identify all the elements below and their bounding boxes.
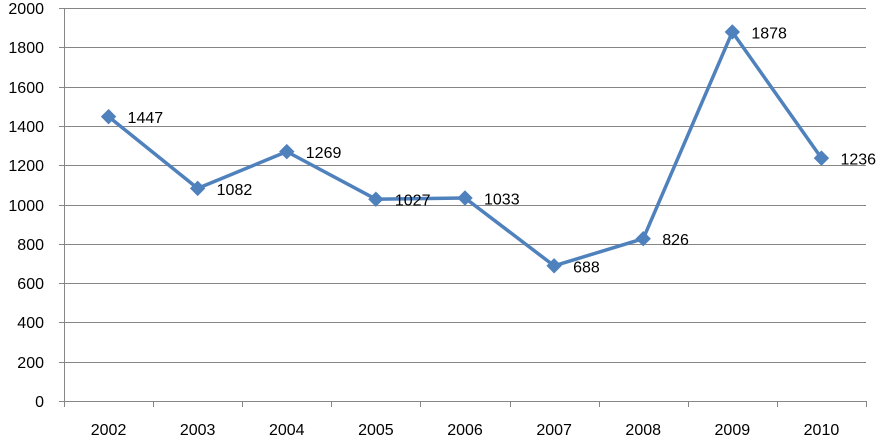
x-tick-label: 2003 [180,422,216,439]
data-point-marker [368,191,384,207]
y-tick-label: 1400 [8,119,44,136]
series-line-group [107,30,823,268]
x-tick-label: 2004 [269,422,305,439]
data-label: 1082 [217,182,253,199]
series-line [107,30,823,268]
data-point-marker [724,24,741,40]
y-tick-label: 2000 [8,1,44,18]
x-tick-label: 2002 [91,422,127,439]
gridlines [64,8,866,363]
y-tick-label: 800 [17,237,44,254]
data-label: 1236 [840,152,876,169]
x-tick-label: 2010 [804,422,840,439]
y-tick-label: 0 [35,394,44,411]
x-tick-label: 2005 [358,422,394,439]
data-label: 1447 [128,110,164,127]
x-tick-label: 2008 [625,422,661,439]
y-tick-label: 400 [17,315,44,332]
data-point-marker [635,230,651,247]
data-point-marker [813,150,830,166]
x-axis-tick-labels: 2002 2003 2004 2005 2006 2007 2008 2009 2010 [91,422,840,439]
y-tick-label: 1000 [8,198,44,215]
x-tick-label: 2007 [536,422,572,439]
y-tick-label: 1200 [8,158,44,175]
x-tick-label: 2009 [715,422,751,439]
data-point-marker [100,108,117,125]
y-tick-label: 600 [17,276,44,293]
data-label: 1033 [484,192,520,209]
y-tick-label: 200 [17,355,44,372]
data-label: 1027 [395,193,431,210]
data-point-marker [457,190,473,206]
data-point-marker [279,143,295,160]
data-label: 826 [662,232,689,249]
data-label: 1269 [306,145,342,162]
data-point-marker [189,180,206,197]
y-tick-label: 1600 [8,80,44,97]
axes [59,8,867,407]
y-tick-label: 1800 [8,40,44,57]
data-label: 688 [573,259,600,276]
y-axis-tick-labels: 0 200 400 600 800 1000 1200 1400 1600 1800 2000 [8,1,44,411]
series-markers [100,24,830,274]
data-labels: 1447 1082 1269 1027 1033 688 826 1878 1236 [128,25,877,276]
data-label: 1878 [751,25,787,42]
data-point-marker [546,258,562,274]
x-tick-label: 2006 [447,422,483,439]
